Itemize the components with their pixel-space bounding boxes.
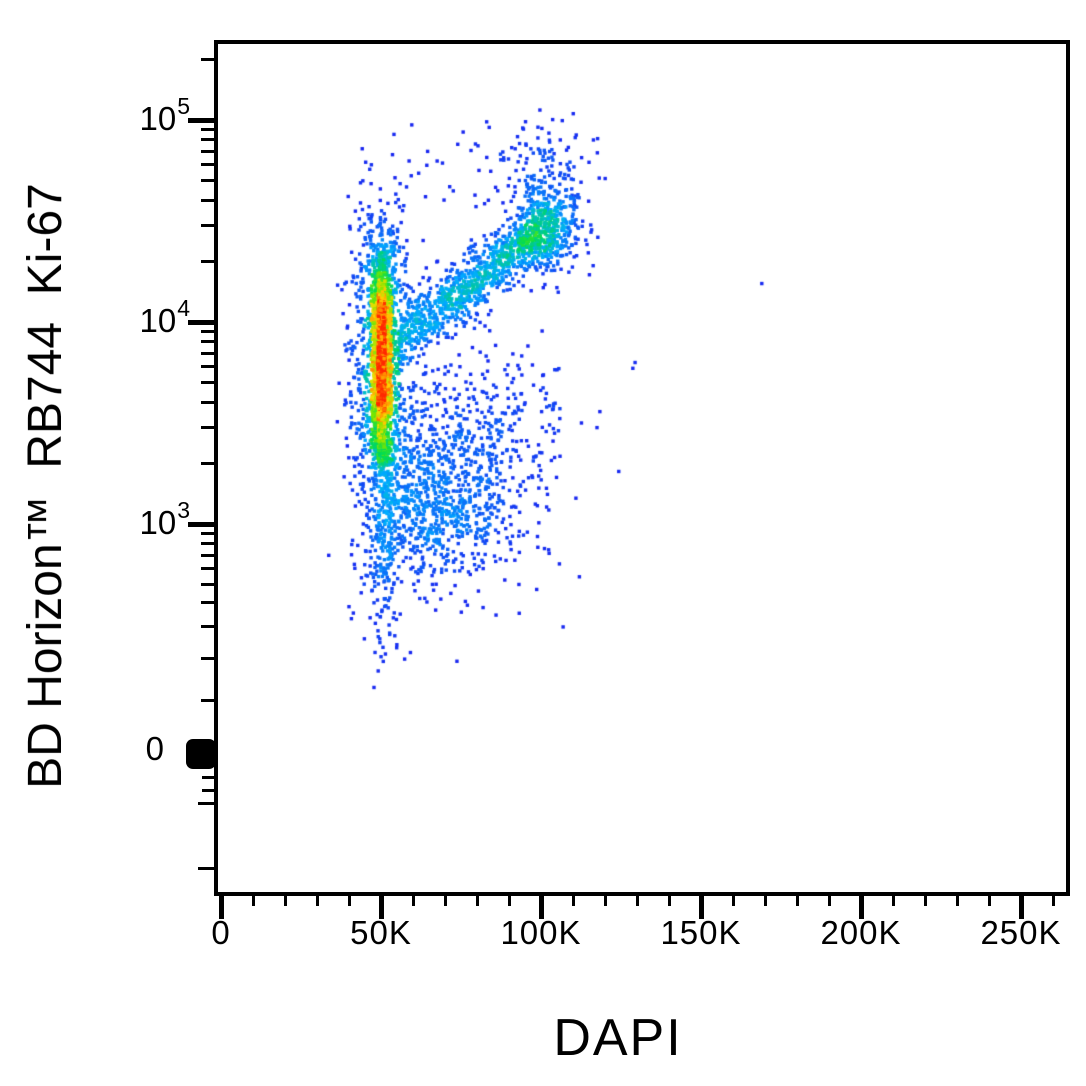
x-minor-tick [603,892,607,906]
x-minor-tick [635,892,639,906]
y-minor-tick [201,198,214,202]
y-minor-tick [201,461,214,465]
x-minor-tick [891,892,895,906]
y-minor-tick [201,179,214,183]
y-axis-zero-tick-cluster [186,739,216,769]
x-minor-tick [923,892,927,906]
y-minor-tick [201,531,214,535]
y-minor-tick [201,582,214,586]
y-minor-tick [201,400,214,404]
x-tick-label: 250K [980,914,1062,951]
x-minor-tick [475,892,479,906]
x-minor-tick [443,892,447,906]
y-minor-tick [201,329,214,333]
y-minor-tick [201,624,214,628]
y-minor-tick [201,351,214,355]
x-major-tick [1018,892,1024,919]
y-major-tick [188,117,214,123]
x-minor-tick [251,892,255,906]
y-minor-tick [201,149,214,153]
x-minor-tick [507,892,511,906]
y-minor-tick [201,224,214,228]
x-minor-tick [667,892,671,906]
y-tick-label: 105 [139,93,190,137]
x-minor-tick [315,892,319,906]
y-minor-tick [201,259,214,263]
x-minor-tick [795,892,799,906]
y-minor-tick [201,340,214,344]
x-minor-tick [411,892,415,906]
y-minor-tick [201,426,214,430]
x-tick-label: 100K [500,914,582,951]
x-minor-tick [1051,892,1055,906]
y-minor-tick [201,365,214,369]
y-minor-tick [201,600,214,604]
y-minor-tick [202,788,214,792]
x-tick-label: 150K [660,914,742,951]
y-minor-tick [201,541,214,545]
x-major-tick [858,892,864,919]
y-minor-tick [201,127,214,131]
plot-frame [214,40,1070,896]
x-minor-tick [955,892,959,906]
y-minor-tick [201,163,214,167]
y-minor-tick [198,866,214,870]
y-minor-tick [202,775,214,779]
x-minor-tick [827,892,831,906]
y-tick-label: 103 [139,497,190,541]
y-minor-tick [201,553,214,557]
y-minor-tick [198,801,214,805]
y-axis-label: BD Horizon™ RB744 Ki-67 [19,183,72,789]
y-minor-tick [201,566,214,570]
x-minor-tick [347,892,351,906]
y-tick-label: 0 [145,730,164,767]
y-major-tick [188,521,214,527]
x-major-tick [538,892,544,919]
x-major-tick [218,892,224,919]
x-minor-tick [763,892,767,906]
y-minor-tick [201,138,214,142]
x-major-tick [698,892,704,919]
x-tick-label: 50K [350,914,412,951]
x-minor-tick [987,892,991,906]
x-minor-tick [571,892,575,906]
y-tick-label: 104 [139,295,190,339]
y-minor-tick [201,698,214,702]
y-major-tick [188,319,214,325]
y-minor-tick [201,656,214,660]
x-minor-tick [731,892,735,906]
x-major-tick [378,892,384,919]
x-minor-tick [283,892,287,906]
x-tick-label: 0 [211,914,231,951]
x-tick-label: 200K [820,914,902,951]
y-minor-tick [201,381,214,385]
x-axis-label: DAPI [553,1009,683,1067]
y-minor-tick [201,57,214,61]
